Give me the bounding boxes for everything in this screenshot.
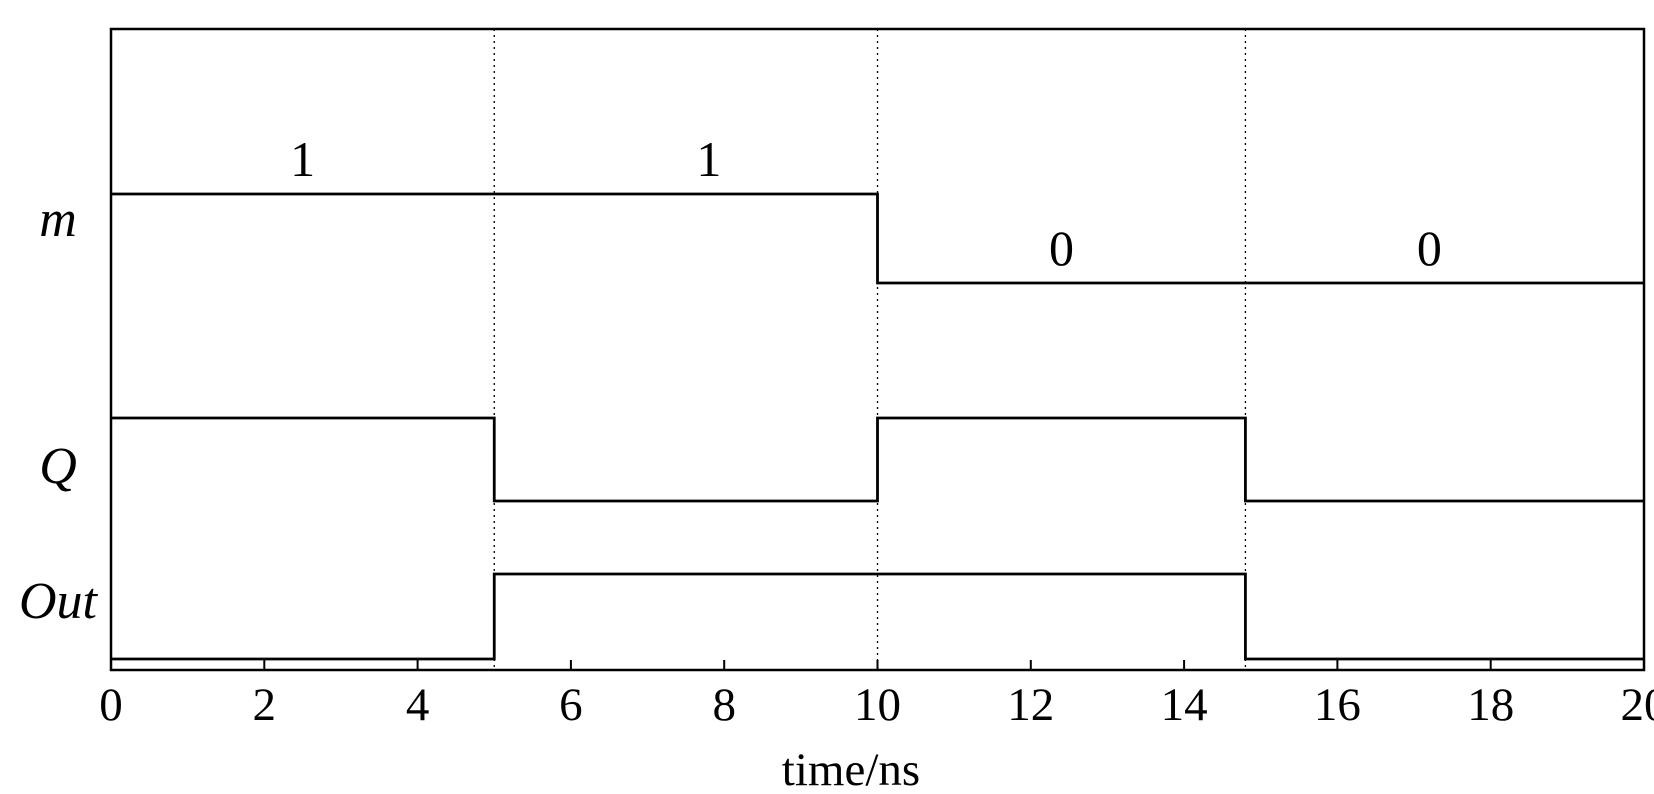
- signal-line: [111, 416, 1644, 503]
- signal-name: Out: [19, 573, 99, 630]
- value-annotation: 0: [1417, 220, 1442, 276]
- x-tick-label: 18: [1467, 679, 1514, 731]
- x-tick-label: 14: [1161, 679, 1208, 731]
- value-annotation: 1: [290, 131, 315, 187]
- value-annotation: 0: [1049, 220, 1074, 276]
- signal-line: [111, 572, 1644, 661]
- x-tick-label: 0: [99, 679, 123, 731]
- x-axis-label: time/ns: [782, 744, 920, 794]
- x-tick-label: 20: [1621, 679, 1654, 731]
- x-tick-label: 8: [712, 679, 736, 731]
- x-tick-label: 10: [854, 679, 901, 731]
- x-tick-label: 6: [559, 679, 583, 731]
- value-annotation: 1: [696, 131, 721, 187]
- signal-name: Q: [39, 438, 77, 495]
- x-tick-label: 12: [1007, 679, 1054, 731]
- signal-name: m: [39, 191, 77, 248]
- x-tick-label: 16: [1314, 679, 1361, 731]
- signal-line: [111, 192, 1644, 285]
- x-tick-label: 2: [253, 679, 277, 731]
- x-tick-label: 4: [406, 679, 430, 731]
